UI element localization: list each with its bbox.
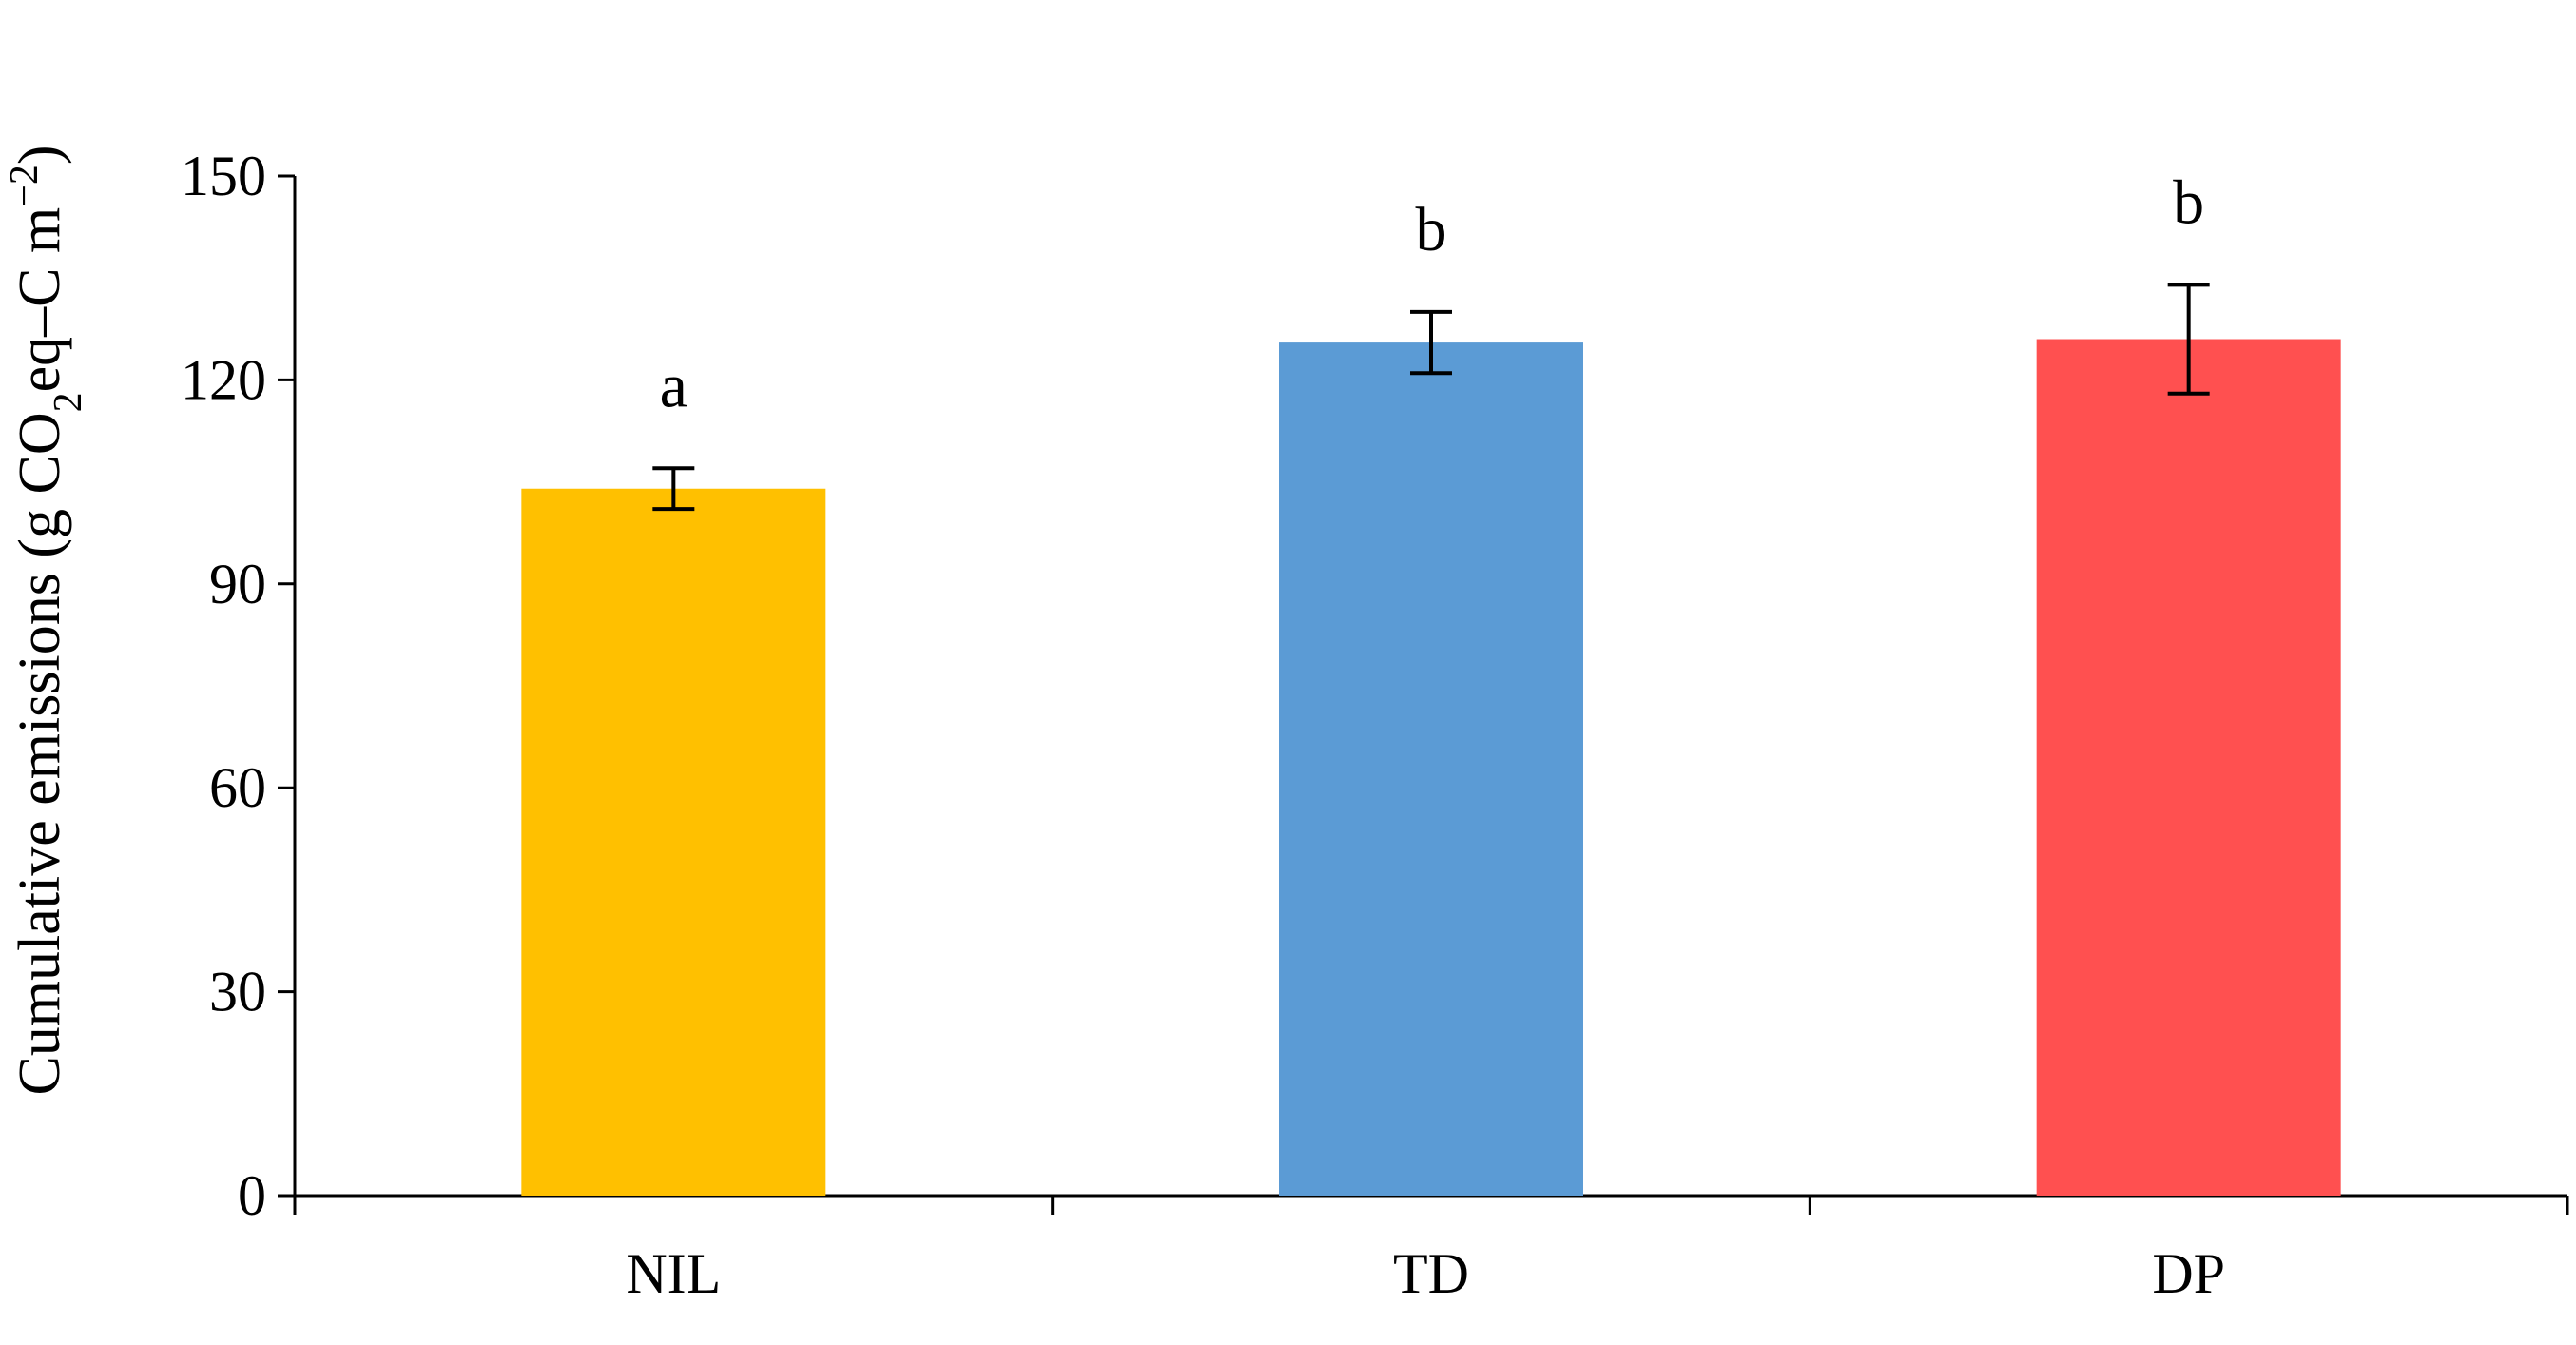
bars — [521, 339, 2341, 1196]
bar-td — [1279, 342, 1583, 1196]
error-bars — [652, 283, 2210, 512]
y-tick-label: 30 — [209, 961, 266, 1023]
significance-labels: a b b — [660, 167, 2204, 420]
x-axis: NIL TD DP — [293, 1194, 2569, 1305]
y-axis-title-part-3: ) — [8, 145, 72, 165]
y-tick-label: 150 — [181, 145, 266, 207]
y-axis-title-superscript: −2 — [3, 165, 47, 207]
bar-nil — [521, 488, 826, 1196]
x-tick-label: TD — [1393, 1242, 1469, 1305]
y-axis-title-subscript: 2 — [47, 392, 90, 412]
svg-text:Cumulative emissions (g CO2eq–: Cumulative emissions (g CO2eq–C m−2) — [3, 145, 90, 1095]
y-axis-title-part-2: eq–C m — [8, 207, 72, 393]
y-tick-label: 90 — [209, 553, 266, 615]
x-tick-label: DP — [2152, 1242, 2225, 1305]
y-tick-label: 120 — [181, 348, 266, 411]
significance-letter: b — [1416, 195, 1447, 264]
x-tick-label: NIL — [626, 1242, 721, 1305]
y-tick-label: 0 — [238, 1164, 266, 1227]
y-axis: 0 30 60 90 120 150 — [181, 145, 297, 1227]
bar-dp — [2036, 339, 2341, 1196]
y-tick-label: 60 — [209, 756, 266, 819]
significance-letter: a — [660, 351, 688, 420]
y-axis-title-part-1: Cumulative emissions (g CO — [8, 412, 72, 1095]
y-axis-title: Cumulative emissions (g CO2eq–C m−2) — [3, 145, 90, 1095]
significance-letter: b — [2173, 167, 2204, 237]
